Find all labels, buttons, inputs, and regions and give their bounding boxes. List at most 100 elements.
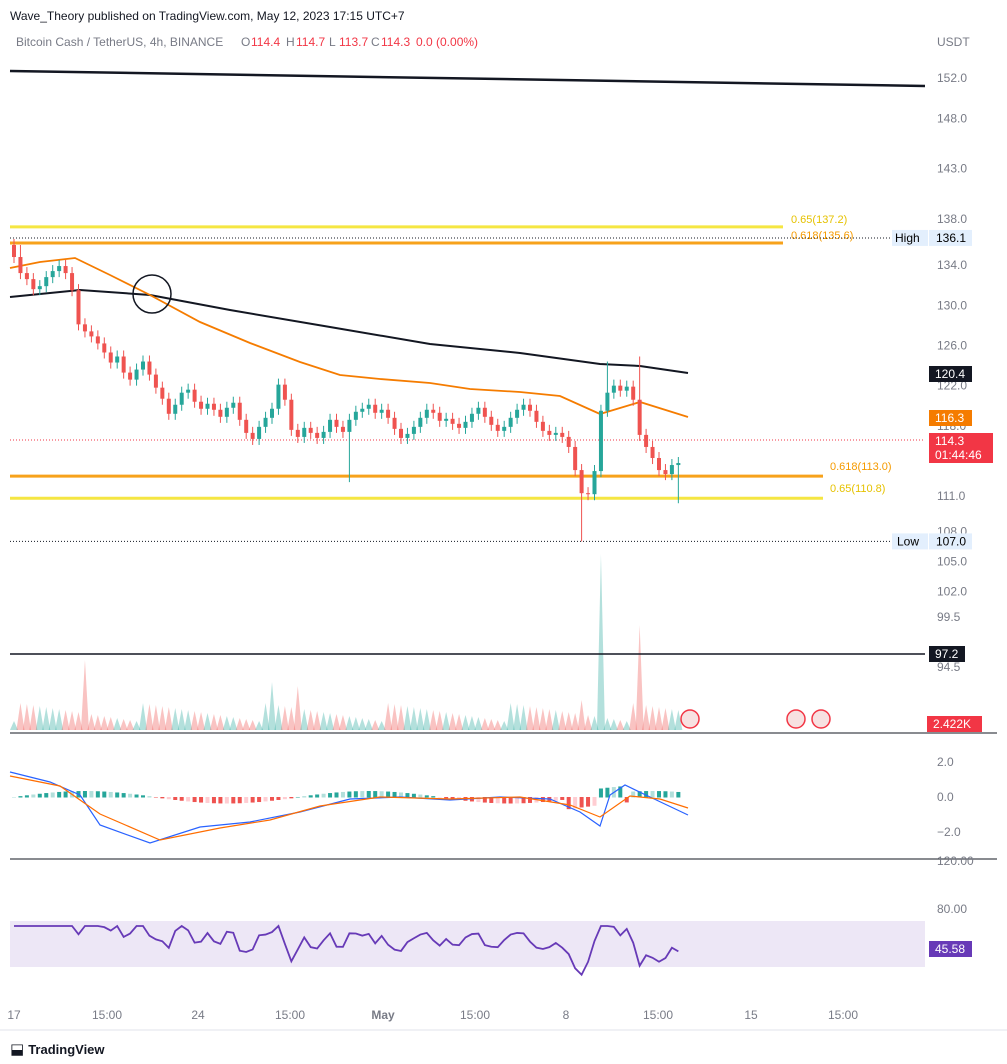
- macd-histogram-bar: [553, 797, 558, 801]
- volume-bar: [177, 709, 186, 730]
- candle-body: [444, 418, 449, 421]
- macd-histogram-bar: [515, 797, 520, 804]
- candle-body: [115, 356, 120, 363]
- candle-body: [224, 407, 229, 417]
- time-tick: 15: [744, 1008, 758, 1022]
- macd-histogram-bar: [44, 793, 49, 798]
- candle-body: [308, 427, 313, 433]
- candle-body: [657, 458, 661, 471]
- candle-body: [566, 436, 571, 447]
- time-tick: 17: [7, 1008, 21, 1022]
- volume-bar: [345, 716, 354, 730]
- macd-histogram-bar: [340, 791, 345, 798]
- volume-bar: [332, 714, 341, 730]
- volume-bar: [164, 707, 173, 730]
- macd-histogram-bar: [166, 797, 171, 800]
- volume-bar: [442, 712, 451, 730]
- macd-histogram-bar: [95, 791, 100, 798]
- price-tick: 130.0: [937, 298, 967, 312]
- macd-histogram-bar: [353, 791, 358, 798]
- macd-histogram-bar: [508, 797, 513, 804]
- volume-bar: [674, 710, 683, 730]
- macd-histogram-bar: [218, 797, 223, 804]
- trendline: [9, 69, 926, 88]
- volume-bar: [261, 703, 270, 730]
- macd-histogram-bar: [276, 797, 281, 800]
- macd-histogram-bar: [141, 795, 145, 798]
- volume-histogram: [10, 554, 683, 730]
- candle-body: [482, 407, 487, 417]
- volume-bar: [100, 716, 109, 730]
- candle-body: [321, 431, 326, 438]
- volume-bar: [87, 714, 96, 730]
- volume-bar: [409, 707, 418, 730]
- volume-bar: [203, 713, 212, 730]
- macd-histogram-bar: [315, 794, 320, 798]
- candle-body: [386, 409, 391, 418]
- tradingview-logo[interactable]: ⬓ TradingView: [10, 1040, 105, 1058]
- macd-histogram-bar: [528, 797, 532, 803]
- fibonacci-levels: 0.65(137.2) 0.618(135.6) 0.618(113.0) 0.65(…: [10, 214, 925, 542]
- macd-histogram-bar: [631, 791, 636, 798]
- candle-body: [437, 412, 442, 421]
- volume-bar: [384, 703, 393, 730]
- macd-histogram-bar: [160, 797, 165, 799]
- candle-body: [373, 404, 378, 413]
- macd-histogram-bar: [386, 791, 391, 798]
- rsi-band: [10, 921, 925, 967]
- rsi-line: [14, 924, 679, 977]
- candle-body: [669, 465, 674, 475]
- volume-bar: [93, 715, 102, 730]
- volume-bar: [113, 718, 122, 730]
- indicator-lines: [9, 69, 926, 655]
- low-tag: [892, 533, 928, 550]
- volume-bar: [338, 715, 347, 730]
- volume-bar: [661, 708, 670, 730]
- crossover-circle: [132, 274, 172, 314]
- volume-bar: [29, 705, 38, 730]
- macd-histogram-bar: [50, 792, 55, 798]
- volume-bar: [35, 706, 44, 730]
- macd-histogram-bar: [502, 797, 507, 804]
- volume-bar: [61, 710, 70, 730]
- macd-histogram-bar: [650, 791, 655, 798]
- macd-histogram-bar: [115, 792, 120, 798]
- volume-bar: [642, 705, 651, 730]
- volume-bar: [10, 721, 18, 730]
- macd-histogram-bar: [566, 797, 571, 810]
- volume-bar: [467, 716, 476, 730]
- volume-bar: [448, 713, 457, 730]
- macd-histogram-bar: [199, 797, 204, 803]
- candle-body: [347, 419, 352, 432]
- macd-line: [9, 771, 689, 844]
- volume-bar: [667, 709, 676, 730]
- candle-body: [179, 392, 184, 405]
- volume-bar: [158, 706, 167, 730]
- candle-body: [418, 417, 423, 427]
- candle-body: [24, 273, 29, 280]
- macd-histogram-bar: [121, 793, 126, 798]
- macd-histogram-bar: [270, 797, 274, 801]
- candles: [12, 238, 681, 542]
- macd-histogram-bar: [489, 797, 494, 803]
- candle-body: [237, 402, 242, 420]
- low-value-tag: [929, 533, 972, 550]
- candle-body: [289, 399, 294, 430]
- macd-histogram-bar: [186, 797, 191, 802]
- macd-tick: −2.0: [937, 825, 961, 839]
- candle-body: [547, 430, 552, 435]
- macd-histogram-bar: [495, 797, 500, 804]
- high-value: 136.1: [936, 231, 966, 245]
- volume-bar: [545, 709, 554, 730]
- candle-body: [186, 389, 191, 393]
- volume-bar: [139, 703, 147, 730]
- last-price-value: 114.3: [935, 434, 964, 448]
- volume-bar: [242, 719, 251, 730]
- volume-bar: [519, 705, 528, 730]
- candle-body: [50, 271, 55, 278]
- volume-bar: [119, 719, 128, 730]
- candle-body: [282, 384, 287, 400]
- signal-line: [9, 775, 689, 841]
- volume-bar: [635, 625, 644, 730]
